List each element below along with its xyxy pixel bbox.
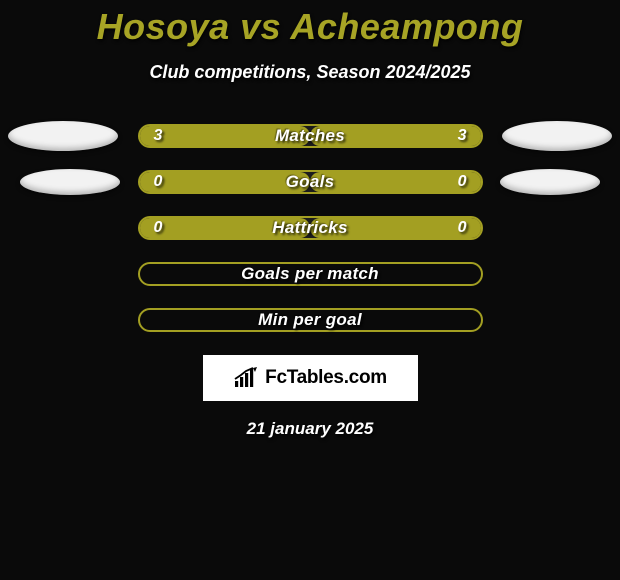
badge-ellipse-left <box>20 169 120 195</box>
stat-value-left: 0 <box>154 173 163 191</box>
badge-ellipse-right <box>502 121 612 151</box>
stat-row: 3 3 Matches <box>0 113 620 159</box>
player2-name: Acheampong <box>290 6 523 47</box>
stat-bar: Goals per match <box>138 262 483 286</box>
stat-value-left: 3 <box>154 127 163 145</box>
subtitle: Club competitions, Season 2024/2025 <box>149 62 470 83</box>
bar-fill-right <box>310 172 481 192</box>
bar-fill-left <box>140 172 311 192</box>
footer-logo[interactable]: FcTables.com <box>203 355 418 401</box>
stat-row: Goals per match <box>0 251 620 297</box>
badge-ellipse-left <box>8 121 118 151</box>
stat-label: Goals per match <box>241 264 379 284</box>
stat-label: Goals <box>286 172 335 192</box>
stat-bar: 0 0 Hattricks <box>138 216 483 240</box>
stat-row: Min per goal <box>0 297 620 343</box>
stat-row: 0 0 Hattricks <box>0 205 620 251</box>
stat-row: 0 0 Goals <box>0 159 620 205</box>
stats-area: 3 3 Matches 0 0 Goals 0 0 Hattricks Goals per mat… <box>0 113 620 343</box>
player1-name: Hosoya <box>97 6 230 47</box>
stat-bar: 3 3 Matches <box>138 124 483 148</box>
title: Hosoya vs Acheampong <box>97 6 524 48</box>
chart-icon <box>233 367 259 389</box>
stat-bar: 0 0 Goals <box>138 170 483 194</box>
footer-date: 21 january 2025 <box>247 419 374 439</box>
comparison-card: Hosoya vs Acheampong Club competitions, … <box>0 0 620 439</box>
stat-value-left: 0 <box>154 219 163 237</box>
stat-label: Min per goal <box>258 310 362 330</box>
stat-label: Matches <box>275 126 345 146</box>
badge-ellipse-right <box>500 169 600 195</box>
stat-label: Hattricks <box>272 218 347 238</box>
stat-value-right: 0 <box>458 173 467 191</box>
footer-brand: FcTables.com <box>265 367 387 389</box>
stat-value-right: 0 <box>458 219 467 237</box>
vs-text: vs <box>240 6 281 47</box>
stat-bar: Min per goal <box>138 308 483 332</box>
stat-value-right: 3 <box>458 127 467 145</box>
